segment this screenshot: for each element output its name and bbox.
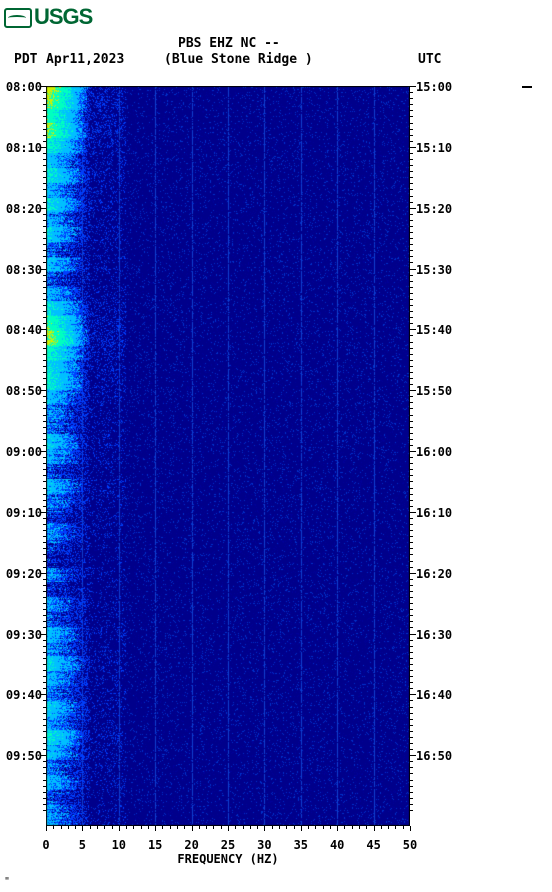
y-right-tick-label: 15:00 bbox=[416, 80, 452, 94]
spectrogram-plot bbox=[46, 86, 410, 826]
pdt-label: PDT bbox=[14, 52, 37, 67]
spectrogram-canvas bbox=[46, 86, 410, 826]
x-axis: 05101520253035404550 FREQUENCY (HZ) bbox=[46, 832, 410, 864]
x-tick-label: 35 bbox=[294, 838, 308, 852]
footer-mark: " bbox=[4, 876, 10, 887]
y-left-tick-label: 08:10 bbox=[2, 141, 42, 155]
y-left-tick-label: 08:40 bbox=[2, 323, 42, 337]
x-axis-title: FREQUENCY (HZ) bbox=[177, 852, 278, 866]
x-tick-label: 50 bbox=[403, 838, 417, 852]
y-left-tick-label: 09:20 bbox=[2, 567, 42, 581]
colorbar-tick bbox=[522, 86, 532, 88]
y-right-tick-label: 15:40 bbox=[416, 323, 452, 337]
x-tick-label: 30 bbox=[257, 838, 271, 852]
x-tick-label: 15 bbox=[148, 838, 162, 852]
x-tick-label: 10 bbox=[112, 838, 126, 852]
x-tick-label: 5 bbox=[79, 838, 86, 852]
y-right-tick-label: 16:00 bbox=[416, 445, 452, 459]
y-right-tick-label: 16:10 bbox=[416, 506, 452, 520]
y-right-tick-label: 16:50 bbox=[416, 749, 452, 763]
y-left-tick-label: 08:20 bbox=[2, 202, 42, 216]
y-left-tick-label: 09:00 bbox=[2, 445, 42, 459]
x-tick-label: 0 bbox=[42, 838, 49, 852]
x-tick-label: 40 bbox=[330, 838, 344, 852]
y-left-tick-label: 08:30 bbox=[2, 263, 42, 277]
x-tick-label: 20 bbox=[184, 838, 198, 852]
usgs-logo: USGS bbox=[4, 4, 92, 30]
y-right-tick-label: 15:10 bbox=[416, 141, 452, 155]
y-left-tick-label: 08:00 bbox=[2, 80, 42, 94]
date-label: Apr11,2023 bbox=[46, 52, 124, 67]
y-left-tick-label: 09:40 bbox=[2, 688, 42, 702]
x-tick-label: 25 bbox=[221, 838, 235, 852]
chart-title-line2: (Blue Stone Ridge ) bbox=[164, 52, 313, 67]
y-right-tick-label: 16:30 bbox=[416, 628, 452, 642]
utc-label: UTC bbox=[418, 52, 441, 67]
y-left-tick-label: 09:50 bbox=[2, 749, 42, 763]
y-left-tick-label: 09:10 bbox=[2, 506, 42, 520]
y-right-tick-label: 15:50 bbox=[416, 384, 452, 398]
y-right-tick-label: 16:40 bbox=[416, 688, 452, 702]
y-right-tick-label: 15:20 bbox=[416, 202, 452, 216]
y-right-tick-label: 16:20 bbox=[416, 567, 452, 581]
x-tick-label: 45 bbox=[366, 838, 380, 852]
chart-title-line1: PBS EHZ NC -- bbox=[178, 36, 280, 51]
y-left-tick-label: 08:50 bbox=[2, 384, 42, 398]
y-left-tick-label: 09:30 bbox=[2, 628, 42, 642]
usgs-wave-icon bbox=[4, 8, 32, 28]
y-right-tick-label: 15:30 bbox=[416, 263, 452, 277]
